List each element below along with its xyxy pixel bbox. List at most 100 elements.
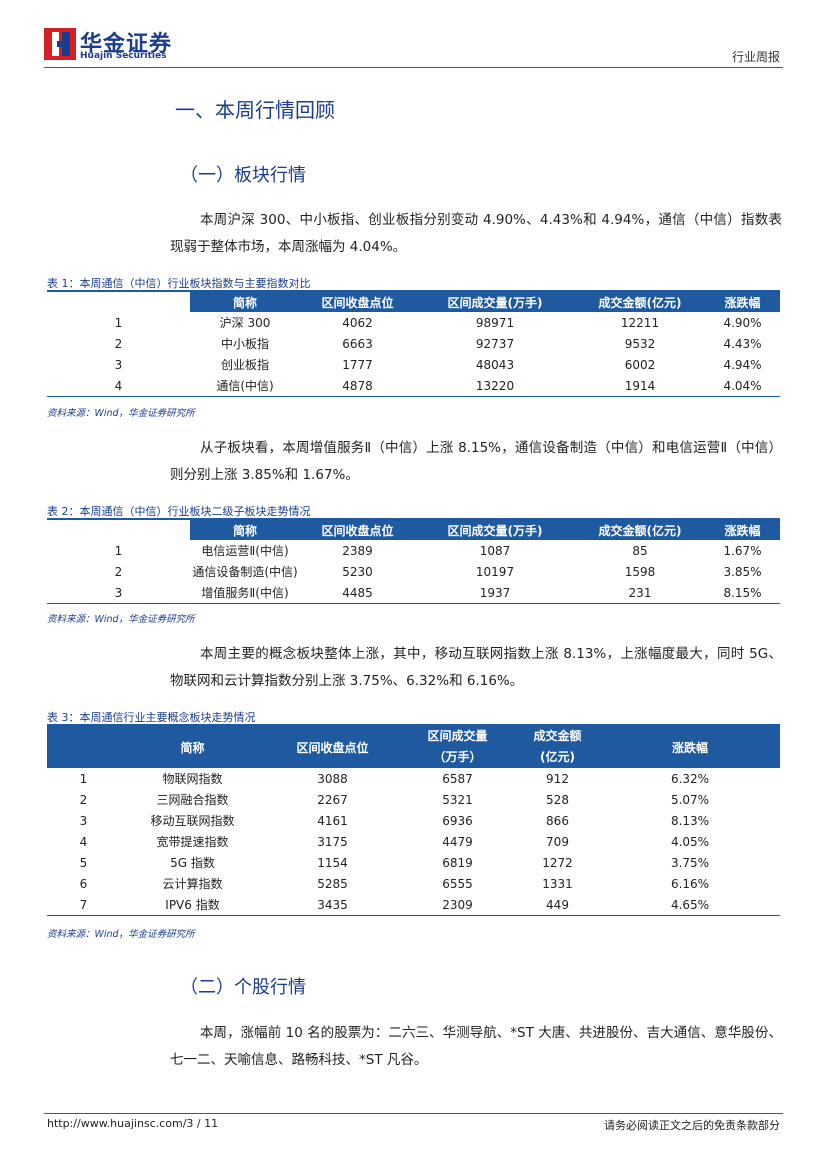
header-cell: 区间成交量 （万手）	[400, 725, 515, 768]
table-cell: 4485	[342, 585, 373, 600]
table-cell: 6587	[442, 771, 473, 786]
table-cell: 5321	[442, 792, 473, 807]
table-cell: 6002	[624, 357, 656, 372]
paragraph: 本周，涨幅前 10 名的股票为：二六三、华测导航、*ST 大唐、共进股份、吉大通…	[170, 1025, 782, 1068]
table-cell: 6.32%	[670, 771, 710, 786]
table-cell: 3.75%	[670, 855, 710, 870]
table-cell: 1937	[479, 585, 511, 600]
table-cell: 98971	[475, 315, 515, 330]
header-cell: 成交金额(亿元)	[575, 291, 705, 312]
table-cell: 1331	[542, 876, 573, 891]
table-cell: 6663	[342, 336, 373, 351]
table-cell: 4878	[342, 378, 373, 393]
table-cell: 449	[546, 897, 569, 912]
table-cell: 6	[79, 876, 88, 891]
header-cell: 成交金额(亿元)	[575, 519, 705, 540]
header-line: （万手）	[433, 750, 482, 764]
table-cell: 3088	[317, 771, 348, 786]
table-cell: 1	[114, 315, 123, 330]
table-cell: 5230	[342, 564, 373, 579]
table-source: 资料来源：Wind，华金证券研究所	[47, 929, 195, 940]
table-cell: 231	[628, 585, 652, 600]
header-cell: 区间成交量(万手)	[415, 519, 575, 540]
subsection-title: （一）板块行情	[180, 165, 306, 186]
table-cell: 通信设备制造(中信)	[192, 565, 298, 579]
table-cell: 1087	[479, 543, 511, 558]
table-caption: 表 3：本周通信行业主要概念板块走势情况	[47, 711, 256, 724]
header-cell: 区间收盘点位	[265, 725, 400, 768]
header-line: (亿元)	[540, 750, 575, 764]
header-cell: 简称	[190, 519, 300, 540]
report-type: 行业周报	[731, 50, 780, 64]
table-cell: 中小板指	[220, 337, 269, 351]
header-cell: 简称	[190, 291, 300, 312]
table-cell: 3	[79, 813, 88, 828]
table-cell: 3	[114, 357, 123, 372]
table-cell: 1154	[317, 855, 348, 870]
table-cell: 4	[79, 834, 88, 849]
table-cell: 7	[79, 897, 88, 912]
table-cell: 5.07%	[670, 792, 710, 807]
header-rule	[44, 67, 783, 68]
table-row: 2 三网融合指数 2267 5321 528 5.07%	[47, 789, 780, 810]
subsection-title: （二）个股行情	[180, 977, 306, 998]
table-row: 3 移动互联网指数 4161 6936 866 8.13%	[47, 810, 780, 831]
table-cell: 92737	[475, 336, 515, 351]
table-cell: 8.15%	[723, 585, 762, 600]
logo-text: 华金证券	[80, 32, 173, 57]
table-cell: 物联网指数	[162, 772, 223, 786]
table-cell: 4.65%	[670, 897, 710, 912]
table-cell: 6936	[442, 813, 473, 828]
table-cell: 1	[79, 771, 88, 786]
table-cell: 2	[114, 564, 123, 579]
table-cell: 2309	[442, 897, 473, 912]
logo-subtext: Huajin Securities	[80, 51, 167, 61]
table-cell: 12211	[620, 315, 660, 330]
table-cell: 增值服务Ⅱ(中信)	[201, 586, 289, 600]
table-row: 1 物联网指数 3088 6587 912 6.32%	[47, 768, 780, 789]
header-cell: 简称	[120, 725, 265, 768]
section-title: 一、本周行情回顾	[175, 98, 335, 122]
header-row: 简称 区间收盘点位 区间成交量(万手) 成交金额(亿元) 涨跌幅	[47, 291, 780, 312]
table-row: 1 电信运营Ⅱ(中信) 2389 1087 85 1.67%	[47, 540, 780, 561]
table-cell: 1914	[624, 378, 656, 393]
header-row: 简称 区间收盘点位 区间成交量(万手) 成交金额(亿元) 涨跌幅	[47, 519, 780, 540]
header-cell: 区间成交量(万手)	[415, 291, 575, 312]
table-cell: 1.67%	[723, 543, 762, 558]
header-cell: 涨跌幅	[600, 725, 780, 768]
table-cell: IPV6 指数	[165, 898, 220, 912]
table-row: 1 沪深 300 4062 98971 12211 4.90%	[47, 312, 780, 333]
header-cell: 成交金额(亿元)	[515, 725, 600, 768]
table-cell: 电信运营Ⅱ(中信)	[201, 544, 289, 558]
header-cell: 区间收盘点位	[300, 291, 415, 312]
table-cell: 4.43%	[723, 336, 762, 351]
table: 简称 区间收盘点位 区间成交量 （万手） 成交金额 (亿元) 涨跌幅 1 物联网指数 3088 65…	[47, 724, 780, 916]
paragraph: 本周主要的概念板块整体上涨，其中，移动互联网指数上涨 8.13%，上涨幅度最大，…	[170, 646, 782, 689]
table-cell: 912	[546, 771, 569, 786]
table-row: 6 云计算指数 5285 6555 1331 6.16%	[47, 873, 780, 894]
table-cell: 2	[114, 336, 123, 351]
logo-icon	[44, 28, 76, 60]
table-source: 资料来源：Wind，华金证券研究所	[47, 408, 195, 419]
table-row: 5 5G 指数 1154 6819 1272 3.75%	[47, 852, 780, 873]
table-cell: 3435	[317, 897, 348, 912]
footer-disclaimer: 请务必阅读正文之后的免责条款部分	[604, 1119, 780, 1132]
table-cell: 三网融合指数	[156, 793, 229, 807]
table-row: 2 中小板指 6663 92737 9532 4.43%	[47, 333, 780, 354]
table-source: 资料来源：Wind，华金证券研究所	[47, 614, 195, 625]
table-cell: 通信(中信)	[216, 379, 274, 393]
table-cell: 4.04%	[723, 378, 762, 393]
table-cell: 4	[114, 378, 123, 393]
header-cell: 涨跌幅	[705, 291, 780, 312]
table-cell: 3	[114, 585, 123, 600]
table-cell: 移动互联网指数	[150, 814, 235, 828]
header-cell: 区间收盘点位	[300, 519, 415, 540]
paragraph: 本周沪深 300、中小板指、创业板指分别变动 4.90%、4.43%和 4.94…	[170, 212, 782, 255]
table-cell: 4161	[317, 813, 348, 828]
table-cell: 创业板指	[220, 358, 269, 372]
table-cell: 2389	[342, 543, 373, 558]
header-row: 简称 区间收盘点位 区间成交量 （万手） 成交金额 (亿元) 涨跌幅	[47, 725, 780, 768]
paragraph: 从子板块看，本周增值服务Ⅱ（中信）上涨 8.15%，通信设备制造（中信）和电信运…	[170, 440, 782, 483]
table-cell: 4.90%	[723, 315, 762, 330]
